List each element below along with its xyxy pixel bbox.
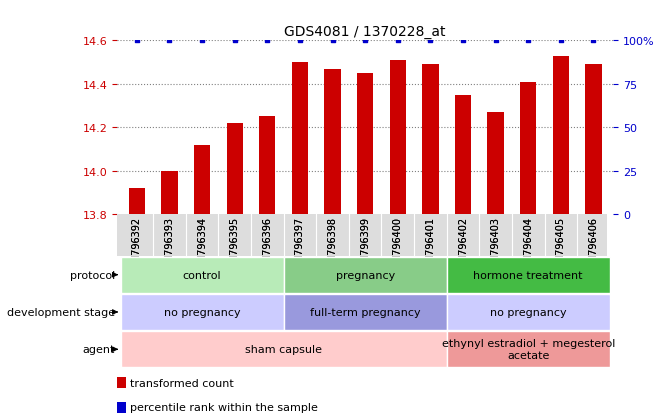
Text: GSM796396: GSM796396 [262,217,272,276]
Text: protocol: protocol [70,270,115,280]
Text: no pregnancy: no pregnancy [490,307,567,317]
Point [164,38,175,45]
Text: GSM796403: GSM796403 [490,217,500,276]
Bar [117,377,126,388]
Text: ethynyl estradiol + megesterol
acetate: ethynyl estradiol + megesterol acetate [442,339,615,360]
Text: GSM796404: GSM796404 [523,217,533,276]
Bar [586,65,602,215]
Title: GDS4081 / 1370228_at: GDS4081 / 1370228_at [284,25,446,39]
Bar [520,83,537,215]
Text: GSM796397: GSM796397 [295,217,305,276]
Bar [324,69,340,215]
Text: GSM796397: GSM796397 [295,217,305,276]
Bar [357,74,373,215]
Text: GSM796400: GSM796400 [393,217,403,276]
Point [523,38,533,45]
Point [131,38,142,45]
Text: pregnancy: pregnancy [336,270,395,280]
Point [490,38,501,45]
Text: full-term pregnancy: full-term pregnancy [310,307,421,317]
Bar [194,145,210,215]
Text: GSM796395: GSM796395 [230,217,240,276]
Point [360,38,371,45]
Bar [121,257,283,293]
Point [425,38,436,45]
Point [555,38,566,45]
Point [458,38,468,45]
Text: GSM796400: GSM796400 [393,217,403,276]
Bar [447,257,610,293]
Bar [283,294,447,330]
Text: GSM796402: GSM796402 [458,217,468,276]
Point [229,38,240,45]
Text: GSM796402: GSM796402 [458,217,468,276]
Bar [447,294,610,330]
Text: agent: agent [82,344,115,354]
Text: GSM796399: GSM796399 [360,217,370,276]
Text: GSM796392: GSM796392 [132,217,142,276]
Bar [283,257,447,293]
Text: GSM796405: GSM796405 [556,217,566,276]
Text: GSM796394: GSM796394 [197,217,207,276]
Text: GSM796398: GSM796398 [328,217,338,276]
Text: GSM796399: GSM796399 [360,217,370,276]
Bar [121,331,447,368]
Text: GSM796405: GSM796405 [556,217,566,276]
Text: GSM796396: GSM796396 [262,217,272,276]
Bar [422,65,439,215]
Point [295,38,306,45]
Text: control: control [183,270,221,280]
Bar [117,402,126,413]
Text: GSM796401: GSM796401 [425,217,436,276]
Text: GSM796404: GSM796404 [523,217,533,276]
Text: hormone treatment: hormone treatment [474,270,583,280]
Text: GSM796398: GSM796398 [328,217,338,276]
Text: no pregnancy: no pregnancy [163,307,241,317]
Point [393,38,403,45]
Bar [161,171,178,215]
Text: GSM796393: GSM796393 [164,217,174,276]
Text: GSM796403: GSM796403 [490,217,500,276]
Text: GSM796401: GSM796401 [425,217,436,276]
Bar [226,124,243,215]
Bar [455,95,471,215]
Text: GSM796406: GSM796406 [588,217,598,276]
Point [327,38,338,45]
Text: transformed count: transformed count [129,377,233,387]
Bar [390,61,406,215]
Bar [447,331,610,368]
Point [262,38,273,45]
Bar [488,113,504,215]
Text: GSM796395: GSM796395 [230,217,240,276]
Text: GSM796406: GSM796406 [588,217,598,276]
Text: GSM796394: GSM796394 [197,217,207,276]
Bar [553,57,569,215]
Point [197,38,208,45]
Text: GSM796392: GSM796392 [132,217,142,276]
Bar [121,294,283,330]
Text: GSM796393: GSM796393 [164,217,174,276]
Bar [291,63,308,215]
Bar [129,189,145,215]
Text: sham capsule: sham capsule [245,344,322,354]
Bar [259,117,275,215]
Text: development stage: development stage [7,307,115,317]
Text: percentile rank within the sample: percentile rank within the sample [129,402,318,412]
Point [588,38,599,45]
